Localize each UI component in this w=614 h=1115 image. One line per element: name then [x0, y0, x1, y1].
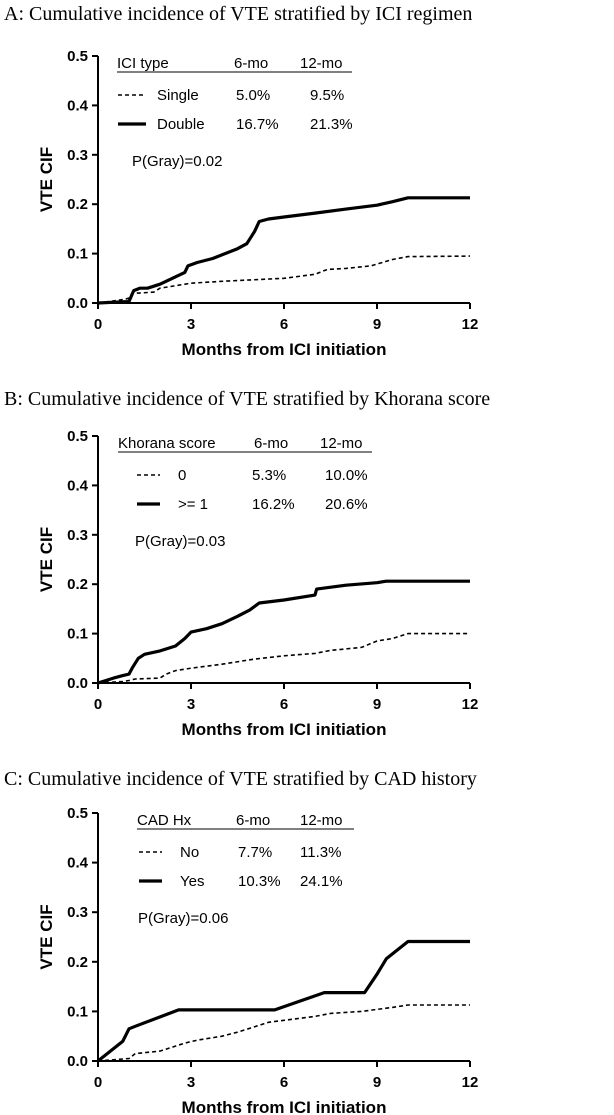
x-axis-title: Months from ICI initiation	[182, 340, 387, 359]
panel-title: A: Cumulative incidence of VTE stratifie…	[4, 3, 472, 25]
y-tick-label: 0.5	[67, 48, 88, 65]
y-tick-label: 0.2	[67, 196, 88, 213]
y-tick-label: 0.0	[67, 675, 88, 692]
legend-header-6mo: 6-mo	[234, 55, 268, 72]
p-value-label: P(Gray)=0.06	[138, 910, 228, 927]
legend-header-group: ICI type	[117, 55, 169, 72]
x-tick-label: 0	[94, 1074, 102, 1091]
y-tick-label: 0.4	[67, 97, 89, 114]
x-tick-label: 0	[94, 316, 102, 333]
x-tick-label: 12	[462, 316, 479, 333]
y-tick-label: 0.1	[67, 246, 88, 263]
series-line-0	[97, 632, 470, 684]
x-tick-label: 9	[373, 1074, 381, 1091]
y-tick-label: 0.5	[67, 805, 88, 822]
x-tick-label: 12	[462, 696, 479, 713]
y-tick-label: 0.3	[67, 527, 88, 544]
x-tick-label: 0	[94, 696, 102, 713]
legend-row-label: >= 1	[178, 496, 208, 513]
y-tick-label: 0.0	[67, 1053, 88, 1070]
x-tick-label: 6	[280, 696, 288, 713]
legend-row-6mo: 5.3%	[252, 467, 286, 484]
legend-row-label: Single	[157, 87, 199, 104]
y-tick-label: 0.4	[67, 855, 89, 872]
legend-header-6mo: 6-mo	[254, 435, 288, 452]
panel-c: C: Cumulative incidence of VTE stratifie…	[4, 768, 478, 1115]
legend-header-6mo: 6-mo	[236, 812, 270, 829]
series-line-no	[97, 1004, 470, 1062]
legend-row-12mo: 21.3%	[310, 116, 353, 133]
legend-header-12mo: 12-mo	[300, 812, 343, 829]
y-axis-title: VTE CIF	[37, 527, 56, 592]
y-tick-label: 0.2	[67, 576, 88, 593]
series-line--1	[97, 579, 470, 685]
x-axis-title: Months from ICI initiation	[182, 720, 387, 739]
y-tick-label: 0.1	[67, 626, 88, 643]
x-tick-label: 3	[187, 1074, 195, 1091]
legend-row-6mo: 16.2%	[252, 496, 295, 513]
legend-row-label: Yes	[180, 873, 204, 890]
legend-row-label: No	[180, 844, 199, 861]
legend-header-12mo: 12-mo	[300, 55, 343, 72]
y-axis-title: VTE CIF	[37, 904, 56, 969]
x-axis-title: Months from ICI initiation	[182, 1098, 387, 1115]
x-tick-label: 6	[280, 316, 288, 333]
panel-b: B: Cumulative incidence of VTE stratifie…	[4, 388, 490, 739]
y-tick-label: 0.2	[67, 954, 88, 971]
panel-title: B: Cumulative incidence of VTE stratifie…	[4, 388, 490, 410]
y-tick-label: 0.3	[67, 904, 88, 921]
panel-title: C: Cumulative incidence of VTE stratifie…	[4, 768, 477, 790]
x-tick-label: 6	[280, 1074, 288, 1091]
x-tick-label: 9	[373, 316, 381, 333]
legend-row-12mo: 24.1%	[300, 873, 343, 890]
panel-a: A: Cumulative incidence of VTE stratifie…	[4, 3, 478, 359]
p-value-label: P(Gray)=0.03	[135, 533, 225, 550]
y-tick-label: 0.4	[67, 477, 89, 494]
legend-header-group: CAD Hx	[137, 812, 192, 829]
x-tick-label: 3	[187, 696, 195, 713]
x-tick-label: 12	[462, 1074, 479, 1091]
x-tick-label: 9	[373, 696, 381, 713]
y-tick-label: 0.0	[67, 295, 88, 312]
y-tick-label: 0.3	[67, 147, 88, 164]
series-line-single	[97, 255, 471, 304]
legend-row-12mo: 9.5%	[310, 87, 344, 104]
legend-row-label: Double	[157, 116, 205, 133]
y-tick-label: 0.1	[67, 1003, 88, 1020]
x-tick-label: 3	[187, 316, 195, 333]
legend-row-6mo: 10.3%	[238, 873, 281, 890]
legend-row-6mo: 16.7%	[236, 116, 279, 133]
y-tick-label: 0.5	[67, 428, 88, 445]
legend-row-12mo: 20.6%	[325, 496, 368, 513]
legend-row-12mo: 11.3%	[300, 844, 341, 861]
series-line-yes	[97, 939, 470, 1063]
legend-header-12mo: 12-mo	[320, 435, 363, 452]
legend-header-group: Khorana score	[118, 435, 216, 452]
legend-row-6mo: 7.7%	[238, 844, 272, 861]
legend-row-12mo: 10.0%	[325, 467, 368, 484]
series-line-double	[97, 196, 470, 305]
legend-row-label: 0	[178, 467, 186, 484]
legend-row-6mo: 5.0%	[236, 87, 270, 104]
y-axis-title: VTE CIF	[37, 147, 56, 212]
p-value-label: P(Gray)=0.02	[132, 153, 222, 170]
